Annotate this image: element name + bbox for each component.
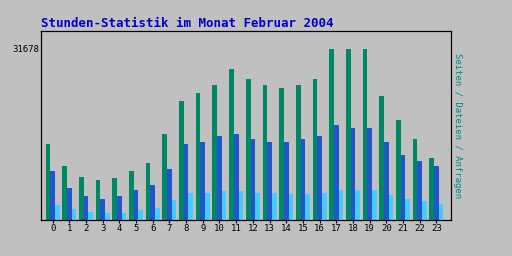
- Bar: [417, 161, 422, 220]
- Bar: [100, 198, 105, 220]
- Bar: [246, 79, 250, 220]
- Bar: [79, 177, 83, 220]
- Bar: [239, 191, 243, 220]
- Bar: [334, 125, 338, 220]
- Bar: [346, 49, 351, 220]
- Bar: [134, 190, 138, 220]
- Bar: [146, 163, 151, 220]
- Bar: [422, 201, 426, 220]
- Bar: [317, 136, 322, 220]
- Bar: [138, 210, 143, 220]
- Bar: [205, 193, 210, 220]
- Bar: [434, 166, 439, 220]
- Bar: [234, 134, 239, 220]
- Bar: [155, 208, 160, 220]
- Bar: [222, 191, 226, 220]
- Bar: [89, 212, 93, 220]
- Bar: [301, 139, 305, 220]
- Bar: [389, 195, 393, 220]
- Bar: [272, 193, 276, 220]
- Bar: [384, 142, 389, 220]
- Bar: [55, 205, 59, 220]
- Bar: [430, 158, 434, 220]
- Bar: [284, 142, 289, 220]
- Bar: [162, 134, 167, 220]
- Bar: [67, 188, 72, 220]
- Bar: [439, 204, 443, 220]
- Bar: [289, 194, 293, 220]
- Bar: [296, 85, 301, 220]
- Bar: [279, 88, 284, 220]
- Bar: [305, 194, 310, 220]
- Bar: [313, 79, 317, 220]
- Bar: [129, 172, 134, 220]
- Bar: [179, 101, 184, 220]
- Bar: [196, 93, 201, 220]
- Bar: [122, 212, 126, 220]
- Bar: [50, 172, 55, 220]
- Bar: [105, 212, 110, 220]
- Bar: [96, 179, 100, 220]
- Bar: [351, 128, 355, 220]
- Bar: [396, 120, 401, 220]
- Bar: [355, 190, 360, 220]
- Bar: [117, 196, 122, 220]
- Bar: [263, 85, 267, 220]
- Y-axis label: Seiten / Dateien / Anfragen: Seiten / Dateien / Anfragen: [453, 53, 462, 198]
- Bar: [250, 139, 255, 220]
- Bar: [201, 142, 205, 220]
- Bar: [151, 185, 155, 220]
- Bar: [46, 144, 50, 220]
- Bar: [212, 85, 217, 220]
- Bar: [62, 166, 67, 220]
- Bar: [367, 128, 372, 220]
- Bar: [322, 193, 327, 220]
- Bar: [329, 49, 334, 220]
- Bar: [372, 190, 377, 220]
- Bar: [184, 144, 188, 220]
- Bar: [229, 69, 234, 220]
- Bar: [255, 193, 260, 220]
- Bar: [167, 169, 172, 220]
- Bar: [112, 178, 117, 220]
- Bar: [83, 196, 89, 220]
- Bar: [188, 193, 193, 220]
- Bar: [401, 155, 406, 220]
- Bar: [72, 209, 76, 220]
- Bar: [172, 200, 177, 220]
- Bar: [217, 136, 222, 220]
- Bar: [413, 139, 417, 220]
- Bar: [338, 190, 343, 220]
- Bar: [267, 142, 272, 220]
- Bar: [362, 49, 367, 220]
- Text: Stunden-Statistik im Monat Februar 2004: Stunden-Statistik im Monat Februar 2004: [41, 17, 333, 29]
- Bar: [379, 96, 384, 220]
- Bar: [406, 199, 410, 220]
